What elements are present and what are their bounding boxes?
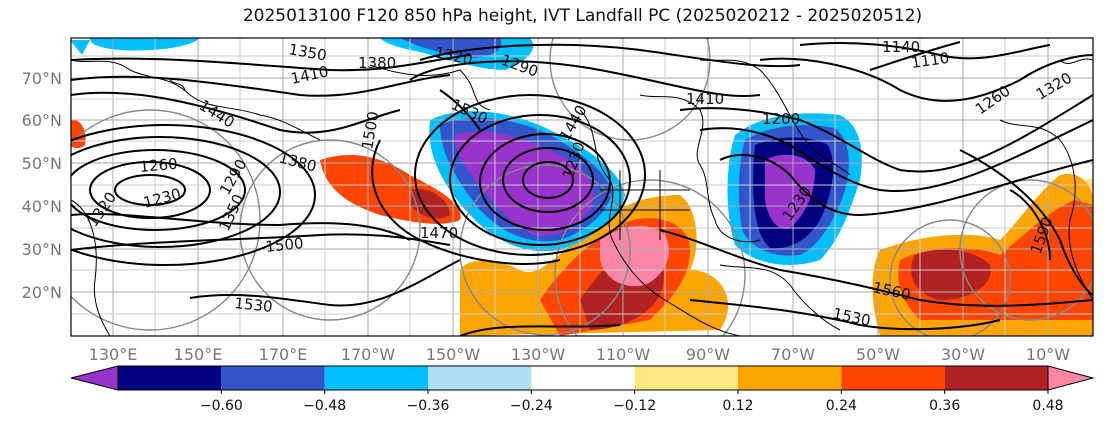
longitude-labels: 130°E 150°E 170°E 170°W 150°W 130°W 110°… [89,345,1071,364]
graticule [71,38,1093,336]
colorbar-segment [118,366,222,390]
contour-label: 1200 [762,110,800,128]
lat-label: 60°N [22,111,62,130]
contour-label: 1530 [234,294,274,316]
colorbar-tick-label: 0.36 [929,398,960,414]
colorbar-segment [841,366,945,390]
colorbar-segment [944,366,1048,390]
lat-label: 30°N [22,240,62,259]
map-title: 2025013100 F120 850 hPa height, IVT Land… [242,6,923,26]
lat-label: 40°N [22,197,62,216]
lon-label: 170°W [341,345,396,364]
lon-label: 110°W [596,345,651,364]
lon-label: 130°E [89,345,138,364]
height-contours [71,41,1093,336]
colorbar-segment [324,366,428,390]
colorbar-extend-low [70,365,119,391]
colorbar-segment [738,366,842,390]
colorbar-tick-label: 0.12 [722,398,753,414]
lon-label: 10°W [1026,345,1070,364]
lon-label: 170°E [259,345,308,364]
colorbar-extend-high [1047,365,1095,391]
lon-label: 150°E [174,345,223,364]
lon-label: 70°W [771,345,815,364]
colorbar-segment [634,366,738,390]
map-frame [70,37,1094,337]
colorbar-segment [531,366,635,390]
coastlines [71,58,1093,336]
colorbar-tick-label: −0.36 [407,398,450,414]
lat-label: 70°N [22,69,62,88]
range-rings [71,38,1093,336]
lat-label: 50°N [22,154,62,173]
colorbar-tick-label: 0.24 [826,398,857,414]
lat-label: 20°N [22,283,62,302]
colorbar-tick-label: −0.12 [613,398,656,414]
latitude-labels: 70°N 60°N 50°N 40°N 30°N 20°N [22,69,62,302]
colorbar-frame [117,365,1049,391]
colorbar-segment [221,366,325,390]
lon-label: 150°W [426,345,481,364]
contour-label: 1110 [910,49,950,72]
map-panel: 1350 1320 1380 1410 1440 1290 1110 1140 … [71,38,1093,336]
colorbar-tick-label: −0.60 [200,398,243,414]
colorbar-segment [428,366,532,390]
contour-label: 1500 [265,234,305,256]
lon-label: 50°W [856,345,900,364]
contour-label: 1470 [420,224,458,242]
contour-label: 1260 [139,155,179,176]
contour-label: 1380 [358,54,396,72]
colorbar-tick-label: 0.48 [1032,398,1063,414]
colorbar-tick-label: −0.48 [303,398,346,414]
colorbar-ticks: −0.60 −0.48 −0.36 −0.24 −0.12 0.12 0.24 0.36 0.4… [200,390,1064,414]
contour-label: 1410 [686,90,724,108]
lon-label: 130°W [511,345,566,364]
lon-label: 30°W [941,345,985,364]
contour-label: 1140 [882,38,920,56]
lon-label: 90°W [686,345,730,364]
colorbar [70,365,1095,391]
colorbar-tick-label: −0.24 [510,398,553,414]
